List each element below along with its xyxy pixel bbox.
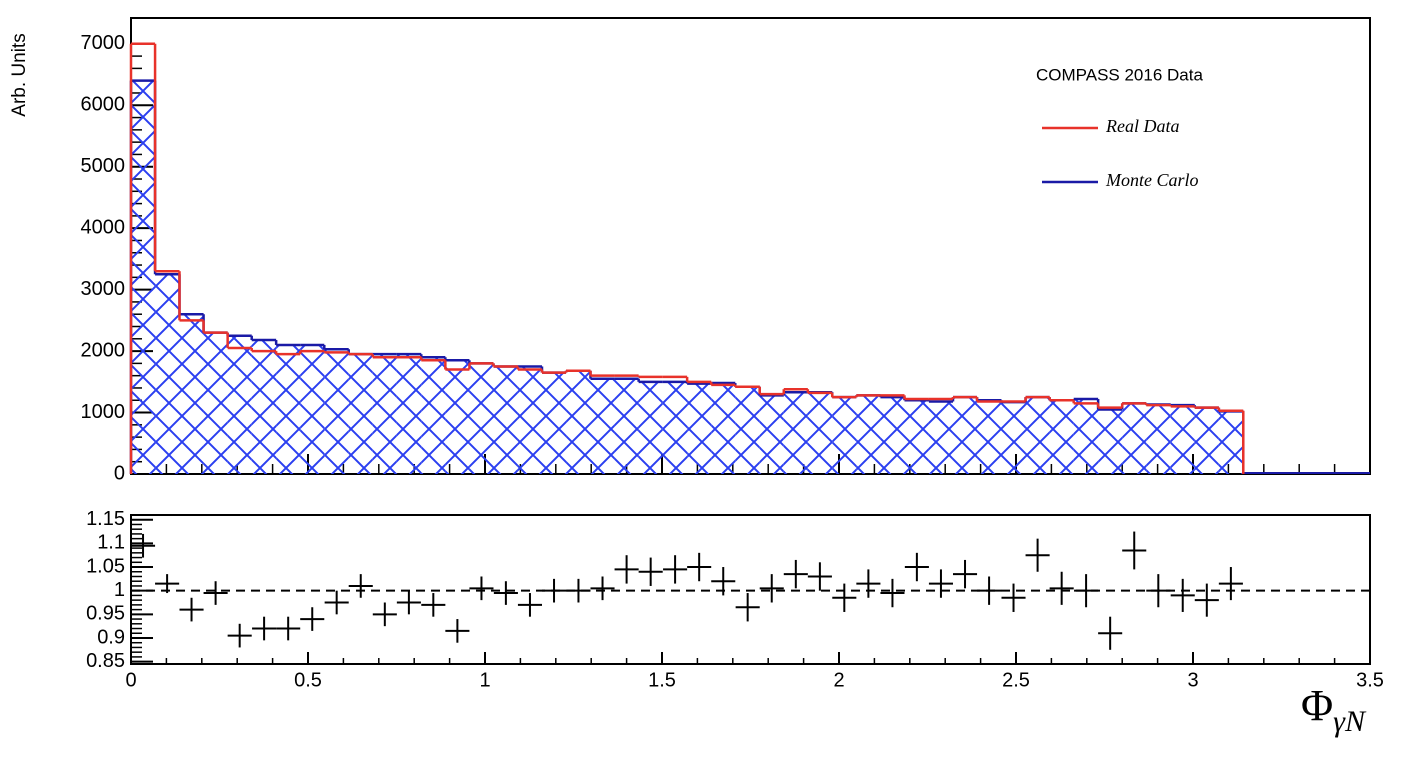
y-axis-label: Arb. Units (9, 33, 30, 116)
hatched-bar (638, 381, 663, 474)
hatched-bar (396, 354, 422, 474)
hatched-bar (759, 395, 784, 474)
hatched-bar (227, 335, 252, 474)
hatched-bar (517, 366, 542, 474)
y-tick-label: 3000 (81, 278, 126, 300)
y-tick-label: 1.05 (86, 555, 125, 577)
hatched-bar (566, 370, 591, 474)
hatched-bar (1073, 399, 1099, 474)
y-tick-label: 0.95 (86, 603, 125, 625)
hatched-bar (1098, 409, 1123, 474)
x-label-symbol: Φ (1301, 681, 1333, 730)
x-tick-label: 1 (479, 669, 490, 691)
hatched-bar (324, 349, 349, 474)
x-tick-label: 3.5 (1356, 669, 1384, 691)
hatched-bar (1001, 402, 1026, 474)
x-tick-label: 0 (125, 669, 136, 691)
hatched-bar (541, 372, 567, 474)
hatched-bar (928, 401, 953, 474)
hatched-bar (880, 397, 905, 474)
y-tick-label: 5000 (81, 155, 126, 177)
hatched-bar (251, 340, 277, 474)
hatched-bar (1146, 404, 1171, 474)
hatched-bar (276, 344, 301, 474)
y-tick-label: 1 (114, 579, 125, 601)
hatched-bar (952, 397, 978, 474)
x-axis-label: ΦγN (1301, 681, 1367, 738)
hatched-bar (735, 386, 760, 474)
y-tick-label: 2000 (81, 339, 126, 361)
y-tick-label: 6000 (81, 94, 126, 116)
hatched-bar (856, 395, 881, 474)
hatched-bar (1025, 397, 1050, 474)
hatched-bar (711, 383, 736, 474)
hatched-bar (977, 400, 1002, 474)
y-tick-label: 1.15 (86, 508, 125, 530)
legend-title: COMPASS 2016 Data (1036, 65, 1203, 84)
legend-label: Monte Carlo (1105, 170, 1199, 190)
hatched-bar (155, 274, 180, 474)
hatched-bar (687, 383, 712, 474)
x-tick-label: 3 (1187, 669, 1198, 691)
y-tick-label: 7000 (81, 32, 126, 54)
hatched-bar (614, 378, 639, 474)
hatched-bar (493, 366, 518, 474)
hatched-bar (783, 392, 808, 474)
hatched-bar (590, 378, 615, 474)
hatched-bar (1122, 403, 1147, 474)
x-label-subscript: γN (1333, 705, 1367, 738)
hatched-bar (807, 392, 833, 474)
hatched-bar (832, 397, 857, 474)
hatched-bar (445, 360, 470, 474)
y-tick-label: 0.85 (86, 650, 125, 672)
hatched-bar (179, 314, 204, 474)
y-tick-label: 0 (114, 462, 125, 484)
hatched-bar (348, 354, 373, 474)
x-tick-label: 2 (833, 669, 844, 691)
hatched-bar (421, 357, 446, 474)
hatched-bar (1170, 405, 1195, 474)
hatched-bar (203, 332, 228, 474)
x-tick-label: 2.5 (1002, 669, 1030, 691)
hatched-bar (662, 381, 688, 474)
plot: 0 1000 2000 3000 4000 5000 6000 7000 Real Data Mo… (81, 32, 1384, 691)
x-tick-label: 0.5 (294, 669, 322, 691)
hatched-bar (1049, 400, 1074, 474)
hatched-bar (469, 363, 494, 474)
y-tick-label: 1.1 (97, 532, 125, 554)
hatched-bar (1218, 411, 1244, 474)
x-tick-label: 1.5 (648, 669, 676, 691)
y-tick-label: 0.9 (97, 626, 125, 648)
hatched-bar (1194, 407, 1219, 474)
hatched-bar (300, 344, 325, 474)
y-tick-label: 4000 (81, 216, 126, 238)
hatched-bar (904, 400, 929, 474)
y-tick-label: 1000 (81, 401, 126, 423)
bottom-frame (130, 514, 1371, 665)
legend-label: Real Data (1105, 116, 1180, 136)
hatched-bar (131, 80, 156, 475)
hatched-bar (372, 354, 397, 474)
